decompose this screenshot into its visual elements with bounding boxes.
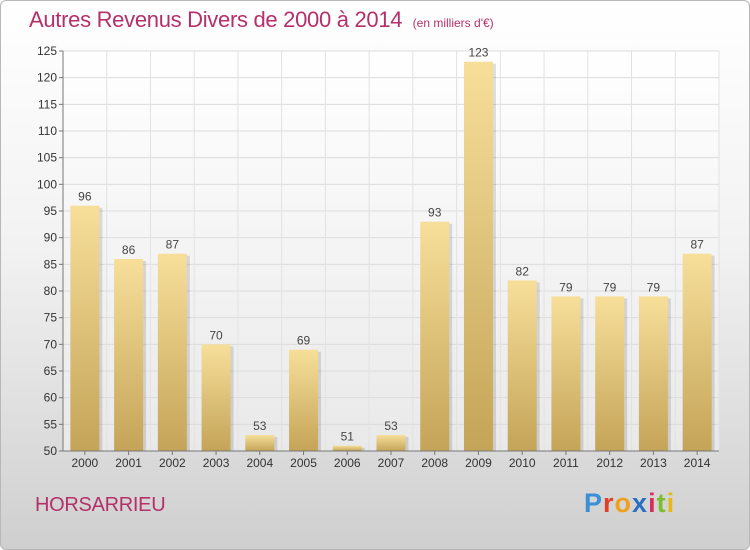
data-label: 53 bbox=[253, 419, 267, 433]
logo-letter: o bbox=[614, 488, 633, 518]
location-name: HORSARRIEU bbox=[35, 494, 166, 516]
logo-letter: r bbox=[603, 488, 615, 518]
data-label: 53 bbox=[384, 419, 398, 433]
bar bbox=[463, 61, 493, 452]
x-tick-label: 2014 bbox=[684, 456, 711, 470]
data-label: 123 bbox=[468, 46, 488, 60]
data-label: 87 bbox=[690, 238, 704, 252]
x-tick-label: 2011 bbox=[553, 456, 579, 470]
bar bbox=[114, 259, 144, 451]
x-tick-label: 2007 bbox=[378, 456, 405, 470]
y-tick-label: 80 bbox=[44, 284, 58, 298]
y-tick-label: 60 bbox=[44, 391, 58, 405]
x-tick-label: 2013 bbox=[640, 456, 667, 470]
y-tick-label: 115 bbox=[38, 97, 57, 111]
data-label: 70 bbox=[209, 328, 223, 342]
proxiti-logo: Proxiti bbox=[584, 488, 675, 519]
bar bbox=[376, 435, 406, 451]
x-tick-label: 2000 bbox=[72, 456, 99, 470]
y-tick-label: 125 bbox=[37, 44, 57, 58]
data-label: 79 bbox=[647, 280, 661, 294]
bar bbox=[551, 296, 581, 451]
bar bbox=[70, 205, 100, 451]
data-label: 82 bbox=[516, 264, 530, 278]
data-label: 86 bbox=[122, 243, 136, 257]
y-tick-label: 90 bbox=[44, 231, 58, 245]
y-tick-label: 75 bbox=[44, 311, 58, 325]
data-label: 93 bbox=[428, 206, 442, 220]
y-tick-label: 50 bbox=[44, 444, 58, 458]
data-label: 79 bbox=[603, 280, 617, 294]
bar bbox=[638, 296, 668, 451]
x-tick-label: 2001 bbox=[115, 456, 142, 470]
chart-title-block: Autres Revenus Divers de 2000 à 2014 (en… bbox=[29, 7, 494, 33]
logo-letter: i bbox=[666, 488, 676, 518]
x-tick-label: 2002 bbox=[159, 456, 186, 470]
y-tick-label: 85 bbox=[44, 257, 58, 271]
x-tick-label: 2008 bbox=[421, 456, 448, 470]
y-tick-label: 120 bbox=[37, 71, 57, 85]
bar bbox=[289, 349, 319, 451]
bar bbox=[201, 344, 231, 451]
data-label: 87 bbox=[166, 238, 180, 252]
x-tick-label: 2010 bbox=[509, 456, 536, 470]
data-label: 96 bbox=[78, 190, 92, 204]
y-tick-label: 110 bbox=[38, 124, 57, 138]
x-tick-label: 2005 bbox=[290, 456, 317, 470]
y-tick-label: 55 bbox=[44, 417, 58, 431]
x-tick-label: 2009 bbox=[465, 456, 492, 470]
y-tick-label: 100 bbox=[37, 177, 57, 191]
data-label: 51 bbox=[341, 430, 355, 444]
y-tick-label: 105 bbox=[37, 151, 57, 165]
bar bbox=[595, 296, 625, 451]
y-tick-label: 65 bbox=[44, 364, 58, 378]
data-label: 69 bbox=[297, 334, 311, 348]
bar bbox=[157, 253, 187, 451]
x-tick-label: 2004 bbox=[246, 456, 273, 470]
bar bbox=[507, 280, 537, 451]
x-tick-label: 2006 bbox=[334, 456, 361, 470]
bar bbox=[682, 253, 712, 451]
logo-letter: t bbox=[656, 488, 667, 518]
y-tick-label: 95 bbox=[44, 204, 58, 218]
chart-title: Autres Revenus Divers de 2000 à 2014 bbox=[29, 7, 403, 32]
chart-subtitle: (en milliers d'€) bbox=[412, 16, 494, 30]
bar bbox=[245, 435, 275, 451]
bar bbox=[420, 221, 450, 451]
y-tick-label: 70 bbox=[44, 337, 58, 351]
bar bbox=[332, 445, 362, 451]
logo-letter: P bbox=[584, 488, 604, 518]
logo-letter: x bbox=[632, 488, 649, 518]
x-tick-label: 2012 bbox=[596, 456, 623, 470]
data-label: 79 bbox=[559, 280, 573, 294]
x-tick-label: 2003 bbox=[203, 456, 230, 470]
logo-letter: i bbox=[648, 488, 657, 518]
